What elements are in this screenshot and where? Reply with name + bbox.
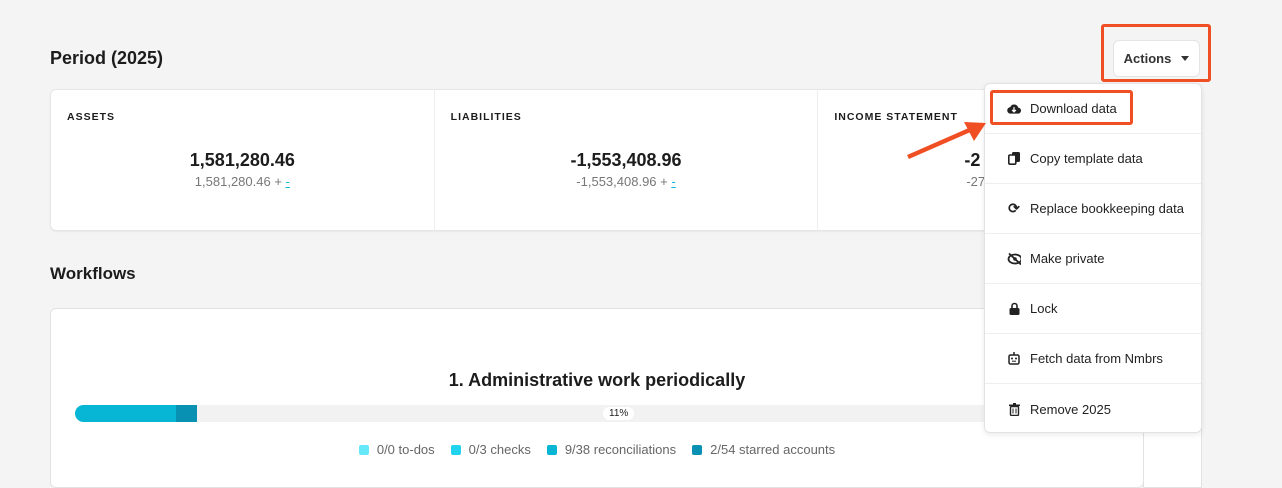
card-label: ASSETS [67, 111, 116, 123]
legend-label: 0/0 to-dos [376, 442, 435, 457]
menu-item-lock[interactable]: Lock [985, 284, 1201, 334]
adjustment-link[interactable]: - [671, 174, 676, 189]
workflow-progress-bar: 11% [75, 405, 1145, 422]
legend-swatch [358, 445, 369, 455]
cloud-download-icon [1007, 102, 1021, 116]
card-subvalue: -27 [966, 174, 986, 189]
legend-item: 0/3 checks [450, 442, 531, 457]
menu-item-label: Remove 2025 [1030, 401, 1111, 417]
card-label: LIABILITIES [450, 111, 522, 123]
legend-label: 9/38 reconciliations [564, 442, 677, 457]
legend-label: 0/3 checks [468, 442, 531, 457]
card-value: -2 [964, 150, 981, 170]
refresh-icon: ⟳ [1008, 200, 1020, 216]
highlight-box-download [990, 90, 1133, 125]
card-value: -1,553,408.96 [570, 150, 682, 170]
legend-label: 2/54 starred accounts [710, 442, 836, 457]
robot-icon [1007, 352, 1021, 366]
card-subvalue: -1,553,408.96 + - [435, 174, 818, 189]
menu-item-label: Copy template data [1030, 151, 1143, 166]
menu-item-remove-2025[interactable]: Remove 2025 [985, 384, 1201, 434]
adjustment-link[interactable]: - [285, 174, 290, 189]
menu-item-make-private[interactable]: Make private [985, 234, 1201, 284]
legend-item: 9/38 reconciliations [546, 442, 677, 457]
legend-item: 0/0 to-dos [358, 442, 435, 457]
annotation-arrow-icon [907, 122, 986, 160]
actions-button[interactable]: Actions [1113, 40, 1200, 77]
menu-item-download-data[interactable]: Download data [985, 84, 1201, 134]
liabilities-card: LIABILITIES -1,553,408.96 -1,553,408.96 … [435, 90, 819, 230]
progress-label: 11% [603, 407, 635, 420]
menu-item-label: Lock [1030, 301, 1058, 316]
workflows-title: Workflows [50, 264, 136, 283]
menu-item-label: Fetch data from Nmbrs [1030, 351, 1163, 366]
subvalue-text: -1,553,408.96 + [576, 174, 668, 189]
eye-slash-icon [1007, 252, 1021, 266]
page-title: Period (2025) [50, 48, 164, 68]
legend-swatch [450, 445, 461, 455]
assets-card: ASSETS 1,581,280.46 1,581,280.46 + - [51, 90, 435, 230]
legend-swatch [546, 445, 557, 455]
menu-item-replace-bookkeeping-data[interactable]: ⟳ Replace bookkeeping data [985, 184, 1201, 234]
subvalue-text: 1,581,280.46 + [194, 174, 282, 189]
actions-label: Actions [1123, 51, 1172, 66]
menu-item-label: Download data [1030, 101, 1117, 116]
actions-menu: Download data Copy template data ⟳ Replac… [984, 83, 1202, 433]
progress-reconciliations [75, 405, 176, 422]
lock-icon [1007, 302, 1021, 316]
workflow-card[interactable]: 1. Administrative work periodically 11% … [50, 308, 1145, 488]
menu-item-label: Make private [1030, 251, 1105, 266]
caret-down-icon [1181, 56, 1190, 61]
copy-icon [1007, 152, 1021, 166]
menu-item-fetch-nmbrs[interactable]: Fetch data from Nmbrs [985, 334, 1201, 384]
workflow-title: 1. Administrative work periodically [448, 370, 746, 390]
progress-starred [175, 405, 197, 422]
workflow-legend: 0/0 to-dos 0/3 checks 9/38 reconciliatio… [51, 442, 1143, 457]
legend-item: 2/54 starred accounts [692, 442, 835, 457]
legend-swatch [692, 445, 703, 455]
income-statement-card: INCOME STATEMENT -2 -27 [818, 90, 1201, 230]
menu-item-label: Replace bookkeeping data [1030, 201, 1184, 216]
menu-item-copy-template-data[interactable]: Copy template data [985, 134, 1201, 184]
highlight-box-actions [1101, 24, 1211, 82]
card-subvalue: 1,581,280.46 + - [51, 174, 434, 189]
trash-icon [1007, 402, 1021, 416]
card-label: INCOME STATEMENT [834, 111, 958, 123]
card-value: 1,581,280.46 [189, 150, 295, 170]
